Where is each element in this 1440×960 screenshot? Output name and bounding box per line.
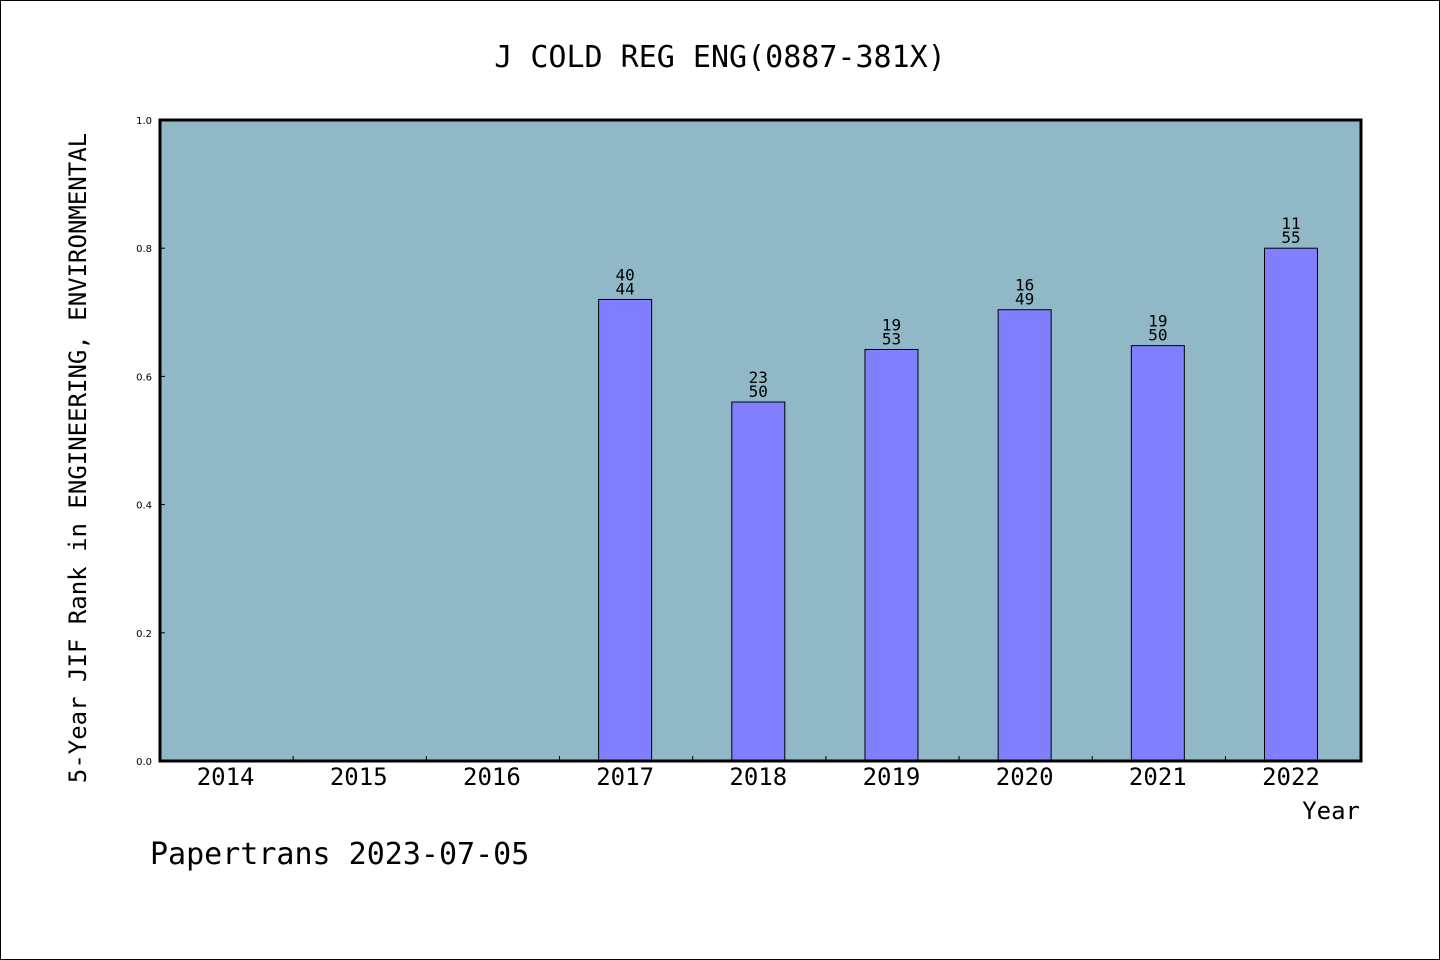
y-tick-label: 0.4 — [136, 501, 152, 512]
bar-total-label: 53 — [882, 329, 901, 348]
y-tick-label: 0.8 — [136, 244, 152, 255]
bar-total-label: 49 — [1015, 290, 1034, 309]
bar-rank-label: 40 — [615, 265, 634, 284]
bar — [731, 401, 786, 762]
bar — [1130, 345, 1185, 762]
x-axis: 2014 2015 2016 2017 2018 2019 2020 2021 2022 — [197, 756, 1320, 791]
x-tick-label: 2019 — [863, 763, 921, 791]
x-tick-label: 2016 — [463, 763, 521, 791]
bar-rank-label: 16 — [1015, 276, 1034, 295]
bar — [1264, 247, 1319, 762]
bar-rank-label: 11 — [1281, 214, 1300, 233]
y-tick-label: 0.6 — [136, 372, 152, 383]
x-tick-label: 2015 — [330, 763, 388, 791]
x-tick-label: 2020 — [996, 763, 1054, 791]
bar-total-label: 44 — [615, 279, 634, 298]
y-tick-label: 1.0 — [136, 116, 152, 127]
plot-border — [158, 118, 1363, 763]
y-tick-label: 0.2 — [136, 629, 152, 640]
bar-total-label: 50 — [1148, 326, 1167, 345]
bar-rank-label: 19 — [1148, 312, 1167, 331]
bar — [997, 309, 1052, 762]
chart-title: J COLD REG ENG(0887-381X) — [494, 40, 946, 75]
bar-rank-label: 19 — [882, 315, 901, 334]
bar-rank-label: 23 — [749, 368, 768, 387]
bar — [598, 298, 653, 762]
y-tick-label: 0.0 — [136, 757, 152, 768]
footer-text: Papertrans 2023-07-05 — [150, 837, 529, 872]
x-tick-label: 2022 — [1262, 763, 1320, 791]
x-tick-label: 2014 — [197, 763, 255, 791]
x-tick-label: 2018 — [729, 763, 787, 791]
y-axis-label: 5-Year JIF Rank in ENGINEERING, ENVIRONM… — [64, 133, 92, 783]
x-tick-label: 2021 — [1129, 763, 1187, 791]
x-axis-label: Year — [1302, 797, 1360, 825]
bar-total-label: 55 — [1281, 228, 1300, 247]
bar — [864, 348, 919, 762]
bar-total-label: 50 — [749, 382, 768, 401]
x-tick-label: 2017 — [596, 763, 654, 791]
